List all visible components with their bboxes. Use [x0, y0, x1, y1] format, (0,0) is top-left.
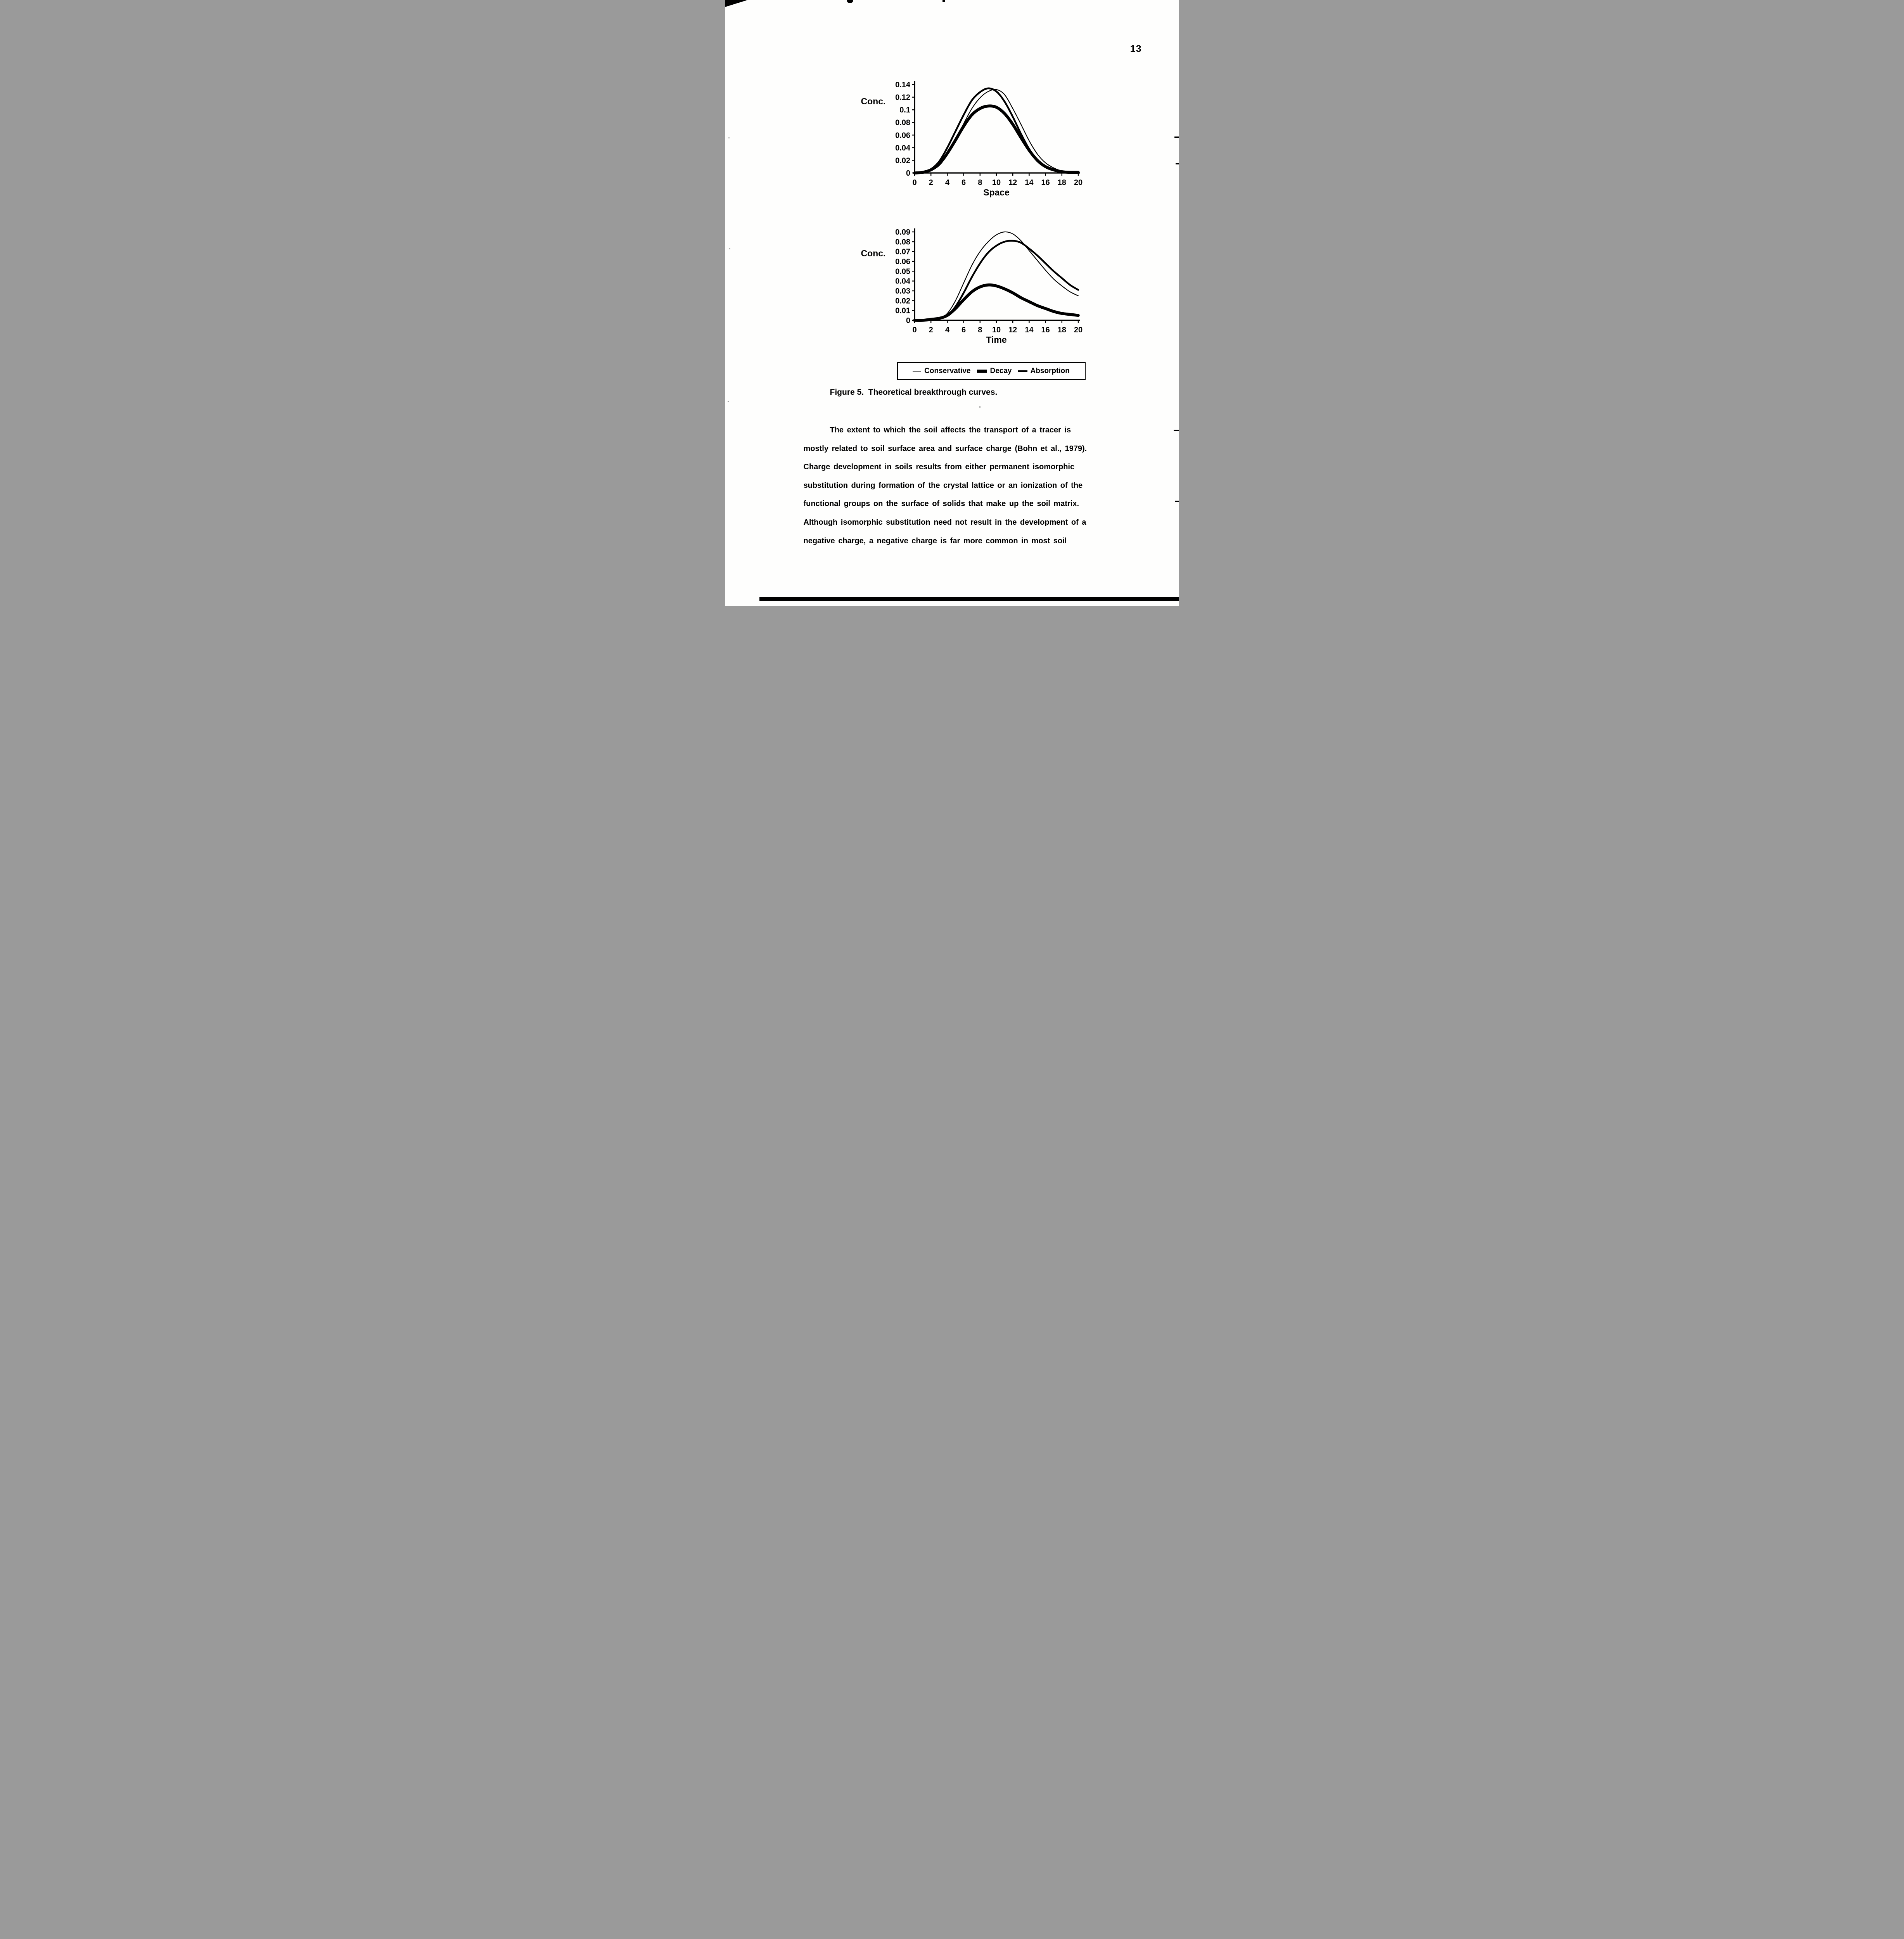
- legend-item-absorption: Absorption: [1018, 367, 1070, 375]
- scan-speck: [728, 137, 730, 138]
- paragraph-line: substitution during formation of the cry…: [803, 481, 1083, 490]
- svg-text:Space: Space: [983, 187, 1010, 197]
- svg-text:6: 6: [962, 178, 966, 187]
- paragraph-line: The extent to which the soil affects the…: [830, 426, 1071, 434]
- scan-artifact-bottom-bar: [759, 597, 1179, 601]
- svg-text:0: 0: [912, 178, 917, 187]
- legend-line-sample-icon: [913, 371, 922, 372]
- paragraph-line: functional groups on the surface of soli…: [803, 499, 1079, 508]
- paragraph-line: negative charge, a negative charge is fa…: [803, 536, 1067, 545]
- series-absorption: [913, 87, 1079, 174]
- paragraph-line: Although isomorphic substitution need no…: [803, 518, 1086, 527]
- scanned-page: 13 Conc. 0 0.02 0.04 0.06 0.08 0.1 0.12 0.14 0 2 4…: [725, 0, 1179, 606]
- svg-text:8: 8: [978, 326, 982, 334]
- scan-speck: [727, 401, 729, 402]
- svg-text:12: 12: [1008, 326, 1017, 334]
- scan-speck: [979, 406, 981, 408]
- svg-text:0.05: 0.05: [895, 267, 910, 276]
- scan-artifact-corner: [725, 0, 748, 7]
- svg-text:0.09: 0.09: [895, 228, 910, 237]
- svg-text:16: 16: [1041, 178, 1050, 187]
- space-chart-svg: 0 0.02 0.04 0.06 0.08 0.1 0.12 0.14 0 2 4 6 8 10 12 14 1…: [895, 81, 1083, 197]
- svg-text:0.01: 0.01: [895, 307, 910, 315]
- time-chart-svg: 00.010.020.030.040.050.060.070.080.090 2 4…: [895, 228, 1083, 345]
- legend-line-sample-icon: [1018, 370, 1027, 372]
- series-absorption: [913, 240, 1079, 321]
- legend-item-decay: Decay: [977, 367, 1012, 375]
- legend-item-label: Conservative: [924, 367, 971, 375]
- chart-legend: Conservative Decay Absorption: [897, 362, 1086, 380]
- legend-item-label: Decay: [990, 367, 1012, 375]
- svg-text:0.02: 0.02: [895, 297, 910, 305]
- scan-artifact: [1174, 137, 1179, 138]
- svg-text:0: 0: [912, 326, 917, 334]
- scan-artifact: [1173, 430, 1179, 431]
- svg-text:10: 10: [992, 178, 1000, 187]
- time-chart-ylabel: Conc.: [861, 248, 886, 258]
- svg-text:0: 0: [906, 169, 910, 178]
- svg-text:0.08: 0.08: [895, 119, 910, 127]
- scan-artifact: [1174, 501, 1179, 502]
- svg-text:18: 18: [1057, 178, 1066, 187]
- svg-text:4: 4: [945, 178, 949, 187]
- svg-text:16: 16: [1041, 326, 1050, 334]
- paragraph-line: mostly related to soil surface area and …: [803, 444, 1087, 453]
- legend-item-conservative: Conservative: [913, 367, 971, 375]
- svg-text:12: 12: [1008, 178, 1017, 187]
- figure-caption: Figure 5. Theoretical breakthrough curve…: [830, 388, 998, 397]
- paragraph-line: Charge development in soils results from…: [803, 463, 1075, 472]
- svg-text:0.04: 0.04: [895, 277, 911, 286]
- svg-text:0.02: 0.02: [895, 156, 910, 165]
- scan-artifact: [847, 0, 853, 3]
- svg-text:0.07: 0.07: [895, 248, 910, 256]
- svg-text:14: 14: [1025, 326, 1034, 334]
- scan-artifact: [942, 0, 945, 2]
- page-number: 13: [1130, 43, 1142, 54]
- scan-artifact: [1175, 163, 1179, 164]
- svg-text:2: 2: [929, 178, 933, 187]
- space-chart-ylabel: Conc.: [861, 96, 886, 106]
- svg-text:10: 10: [992, 326, 1000, 334]
- svg-text:0.06: 0.06: [895, 257, 910, 266]
- svg-text:0.14: 0.14: [895, 81, 911, 89]
- svg-text:0.12: 0.12: [895, 93, 910, 102]
- legend-item-label: Absorption: [1030, 367, 1070, 375]
- svg-text:2: 2: [929, 326, 933, 334]
- svg-text:4: 4: [945, 326, 949, 334]
- svg-text:0.03: 0.03: [895, 287, 910, 296]
- svg-text:20: 20: [1074, 326, 1082, 334]
- svg-text:0.06: 0.06: [895, 131, 910, 140]
- svg-text:18: 18: [1057, 326, 1066, 334]
- series-decay: [913, 283, 1080, 322]
- scan-speck: [729, 248, 730, 249]
- svg-text:0: 0: [906, 316, 910, 325]
- legend-line-sample-icon: [977, 370, 987, 373]
- body-paragraph: The extent to which the soil affects the…: [804, 421, 1153, 550]
- svg-text:0.04: 0.04: [895, 144, 911, 152]
- svg-text:8: 8: [978, 178, 982, 187]
- svg-text:6: 6: [962, 326, 966, 334]
- svg-text:20: 20: [1074, 178, 1082, 187]
- svg-text:0.1: 0.1: [899, 106, 910, 114]
- svg-text:0.08: 0.08: [895, 238, 910, 246]
- svg-text:Time: Time: [986, 335, 1006, 345]
- svg-text:14: 14: [1025, 178, 1034, 187]
